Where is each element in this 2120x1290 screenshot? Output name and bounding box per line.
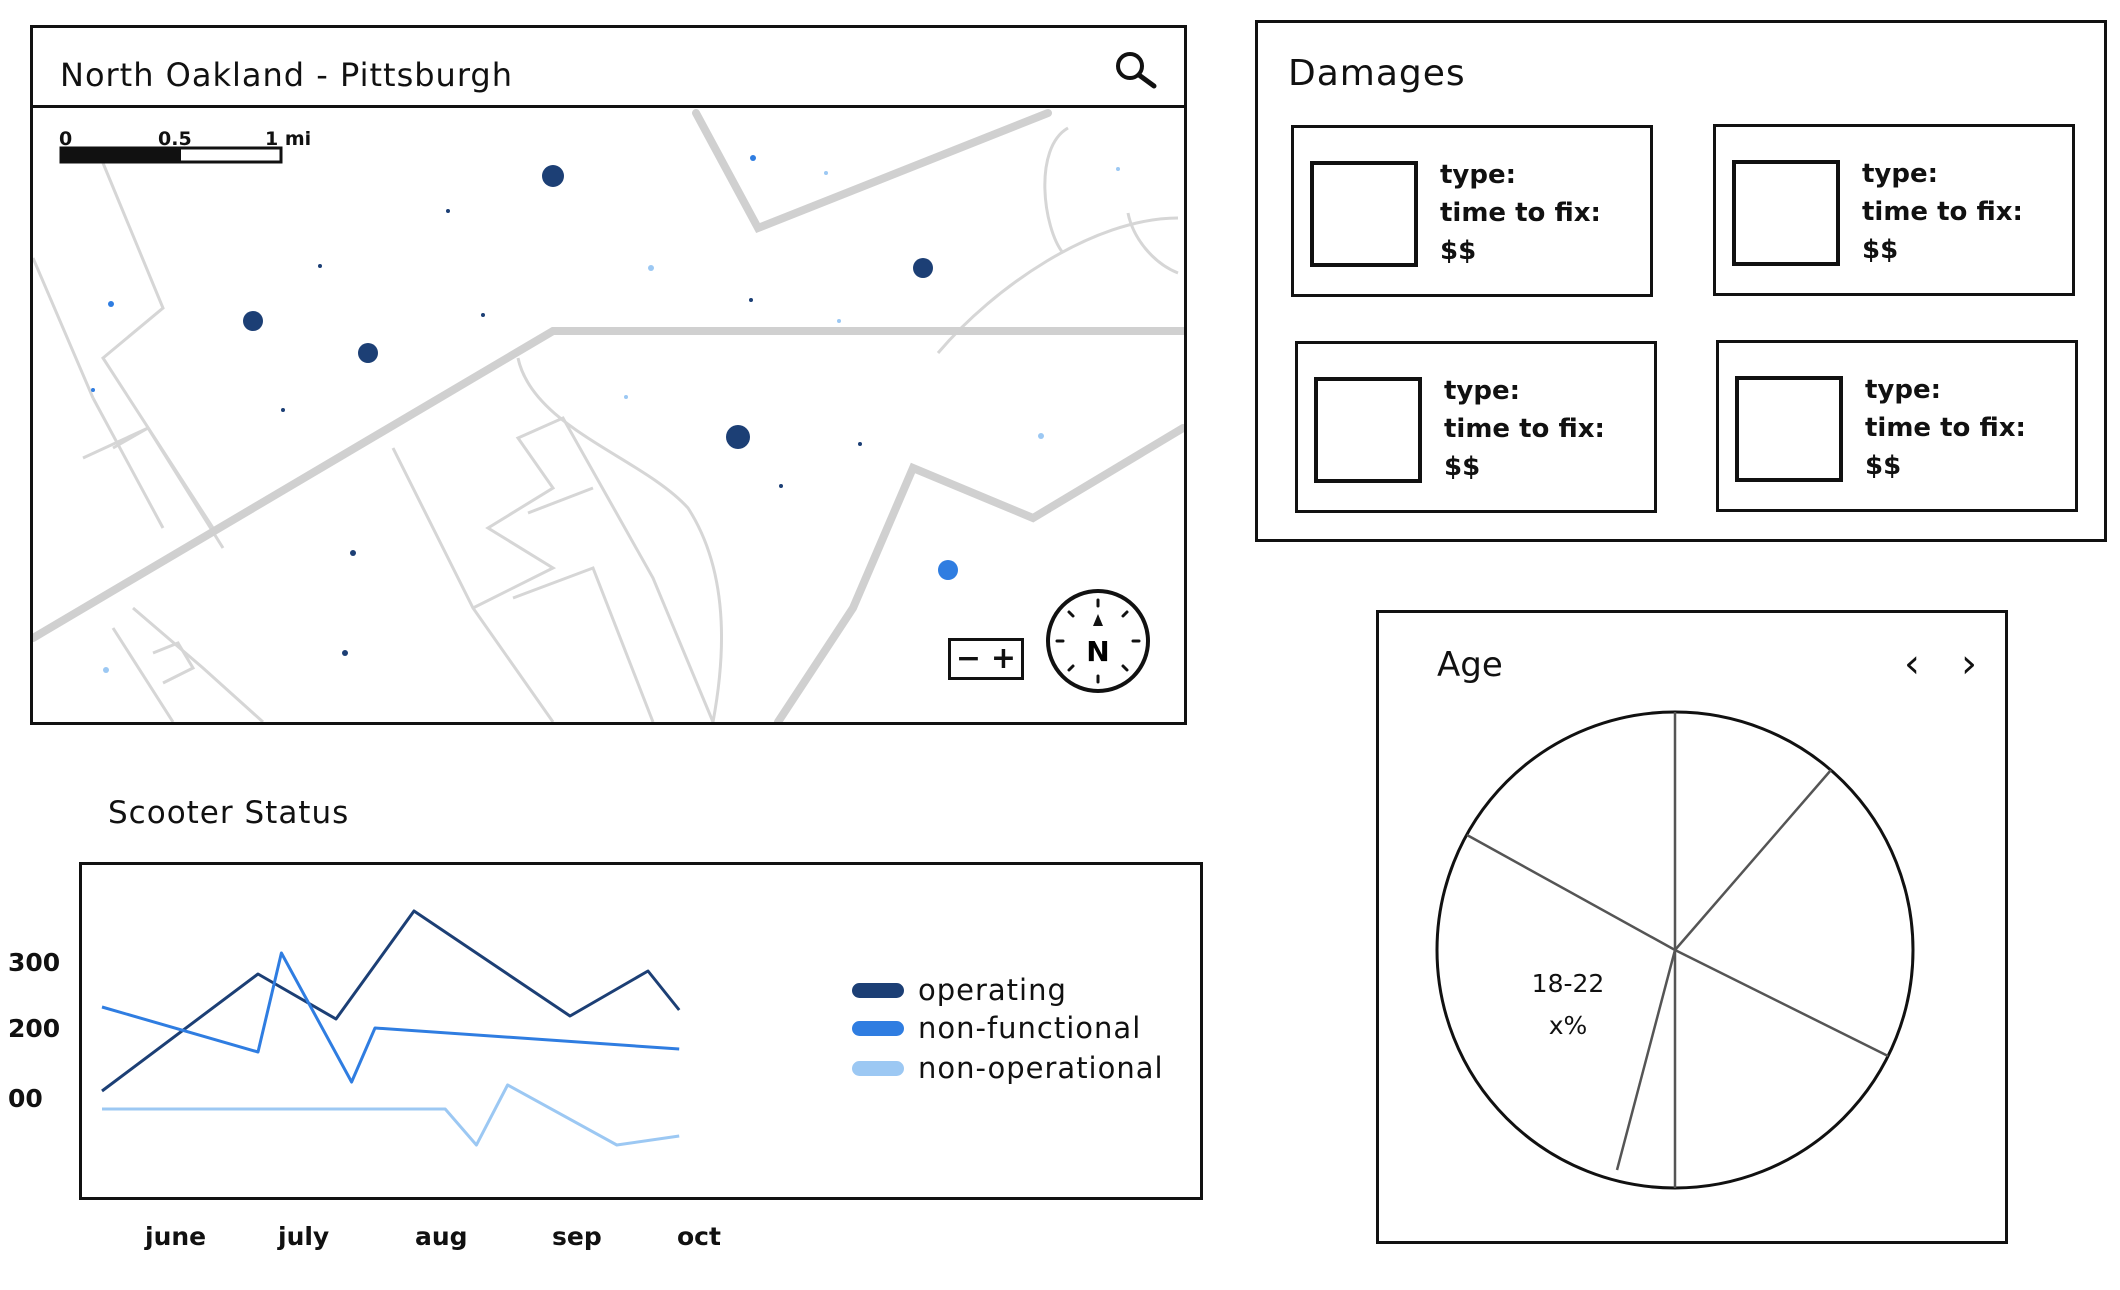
zoom-out-button[interactable]: − xyxy=(955,641,982,676)
series-line-non-operational xyxy=(102,1083,680,1147)
age-title: Age xyxy=(1437,645,1503,685)
legend-label: operating xyxy=(918,973,1067,1007)
legend-item: operating xyxy=(852,973,1067,1007)
scale-bar xyxy=(59,146,283,164)
legend-label: non-operational xyxy=(918,1051,1164,1085)
damage-card[interactable]: type: time to fix: $$ xyxy=(1291,125,1653,297)
compass-label: N xyxy=(1086,635,1109,668)
y-tick-label: 200 xyxy=(8,1014,61,1043)
x-tick-label: aug xyxy=(415,1222,468,1251)
map-panel[interactable]: North Oakland - Pittsburgh xyxy=(30,25,1187,725)
damage-cost-label: $$ xyxy=(1444,452,1481,482)
next-arrow-icon[interactable]: › xyxy=(1961,641,1977,687)
series-line-operating xyxy=(101,909,681,1093)
legend-swatch xyxy=(852,1020,904,1036)
pie-slice-label: 18-22 x% xyxy=(1513,963,1623,1047)
major-roads xyxy=(33,109,1184,722)
pie-slice-dividers xyxy=(1466,712,1889,1188)
slice-value: x% xyxy=(1548,1011,1588,1040)
damage-cost-label: $$ xyxy=(1862,235,1899,265)
scale-label-one: 1 mi xyxy=(265,128,312,150)
legend-item: non-functional xyxy=(852,1011,1141,1045)
damage-card[interactable]: type: time to fix: $$ xyxy=(1716,340,2078,512)
damage-cost-label: $$ xyxy=(1865,451,1902,481)
zoom-in-button[interactable]: + xyxy=(990,641,1017,676)
scooter-dots xyxy=(91,155,1120,673)
status-title: Scooter Status xyxy=(108,795,350,831)
scale-label-zero: 0 xyxy=(59,128,73,150)
damage-image-placeholder xyxy=(1310,161,1418,267)
legend-item: non-operational xyxy=(852,1051,1164,1085)
prev-arrow-icon[interactable]: ‹ xyxy=(1904,641,1920,687)
damage-type-label: type: xyxy=(1862,159,1939,189)
legend-swatch xyxy=(852,982,904,998)
damages-title: Damages xyxy=(1288,53,1466,94)
legend-label: non-functional xyxy=(918,1011,1142,1045)
status-chart-panel: operating non-functional non-operational xyxy=(79,862,1203,1200)
series-line-non-functional xyxy=(101,951,680,1084)
minor-roads xyxy=(33,126,1179,722)
damage-time-label: time to fix: xyxy=(1862,197,2023,227)
x-tick-label: sep xyxy=(552,1222,602,1251)
damage-time-label: time to fix: xyxy=(1444,414,1605,444)
damage-card[interactable]: type: time to fix: $$ xyxy=(1295,341,1657,513)
map-header: North Oakland - Pittsburgh xyxy=(33,28,1184,108)
map-canvas[interactable] xyxy=(33,108,1184,722)
zoom-control: − + xyxy=(948,638,1024,680)
x-tick-label: july xyxy=(278,1222,330,1251)
scale-label-half: 0.5 xyxy=(158,128,192,150)
search-icon[interactable] xyxy=(1110,48,1162,92)
damage-type-label: type: xyxy=(1865,375,1942,405)
x-tick-label: june xyxy=(145,1222,207,1251)
y-tick-label: 300 xyxy=(8,948,61,977)
damage-image-placeholder xyxy=(1732,160,1840,266)
damage-image-placeholder xyxy=(1735,376,1843,482)
damage-card[interactable]: type: time to fix: $$ xyxy=(1713,124,2075,296)
legend-swatch xyxy=(852,1060,904,1076)
map-title: North Oakland - Pittsburgh xyxy=(60,56,514,94)
damage-time-label: time to fix: xyxy=(1865,413,2026,443)
damage-cost-label: $$ xyxy=(1440,236,1477,266)
x-tick-label: oct xyxy=(677,1222,721,1251)
status-line-chart xyxy=(101,909,681,1147)
age-panel: Age ‹ › 18-22 x% xyxy=(1376,610,2008,1244)
damage-type-label: type: xyxy=(1444,376,1521,406)
y-tick-label: 00 xyxy=(8,1084,43,1113)
slice-range: 18-22 xyxy=(1531,969,1605,998)
compass-icon[interactable]: N xyxy=(1043,586,1153,696)
damage-time-label: time to fix: xyxy=(1440,198,1601,228)
damage-image-placeholder xyxy=(1314,377,1422,483)
damages-panel: Damages type: time to fix: $$ type: time… xyxy=(1255,20,2107,542)
damage-type-label: type: xyxy=(1440,160,1517,190)
age-pie-chart xyxy=(1435,710,1915,1190)
